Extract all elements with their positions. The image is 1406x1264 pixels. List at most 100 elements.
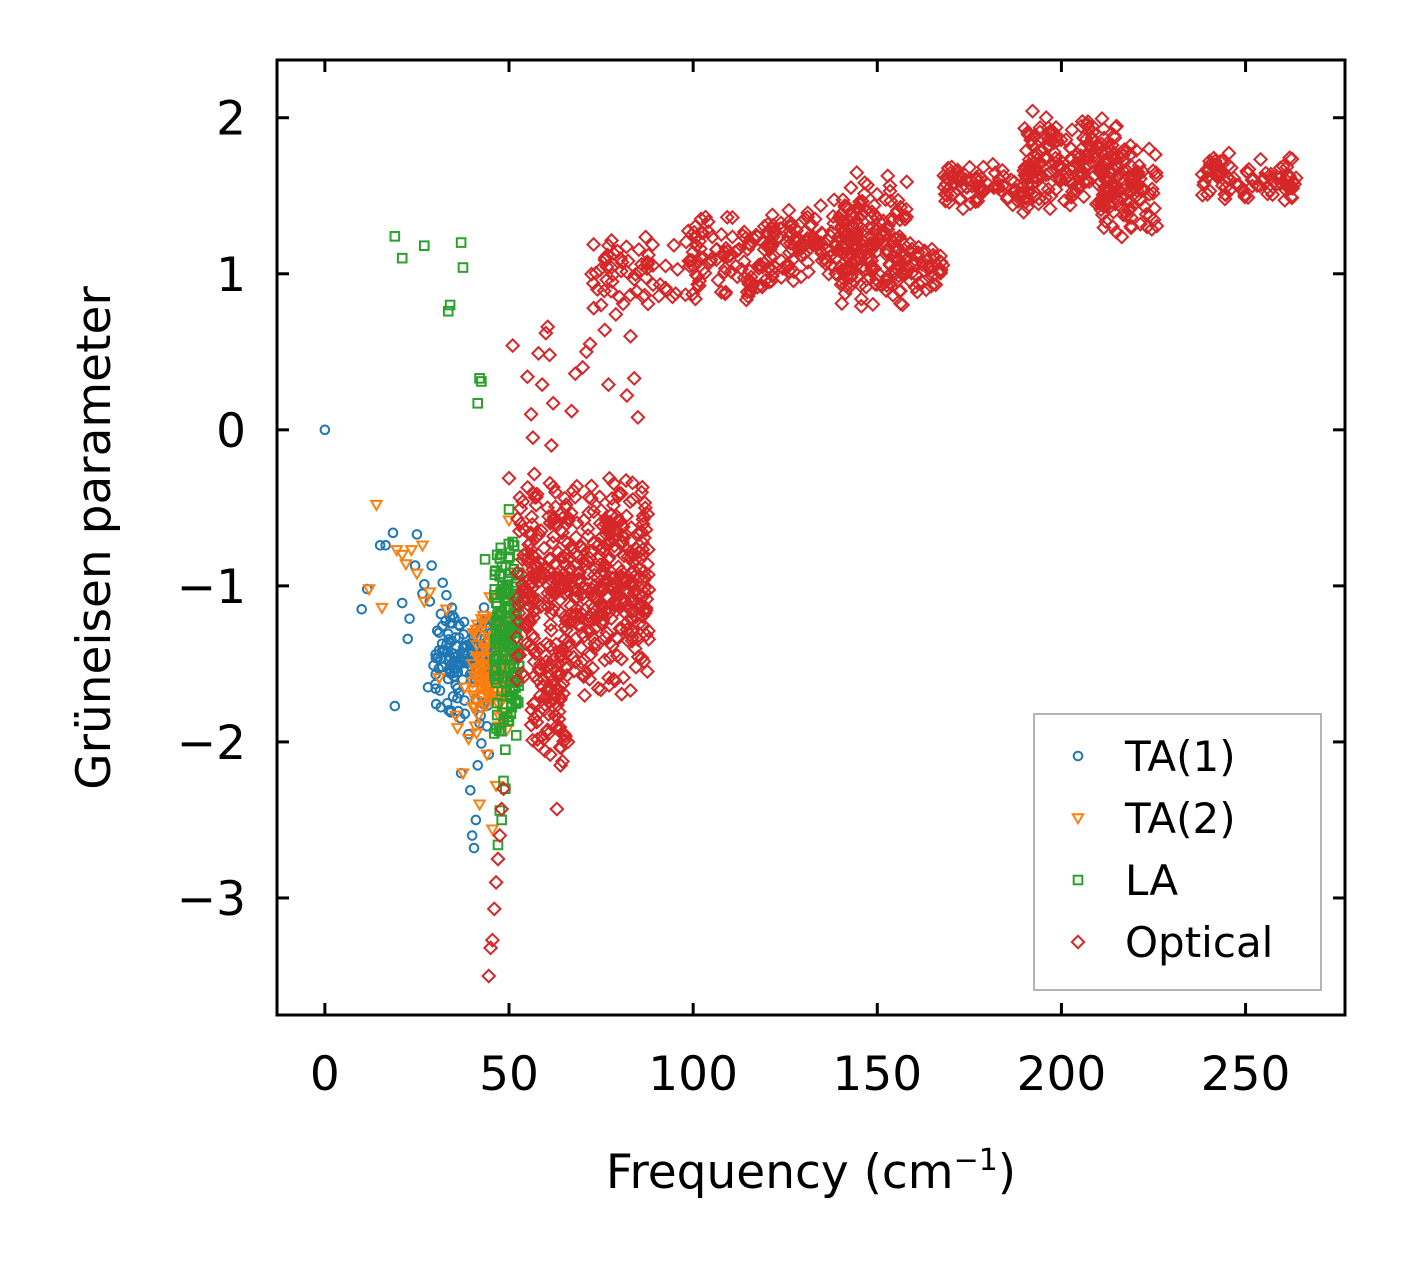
data-point [632, 568, 648, 585]
data-point [619, 387, 635, 404]
data-point [972, 180, 988, 196]
data-point [742, 237, 759, 253]
data-point [489, 664, 501, 676]
data-point [678, 234, 694, 250]
data-point [552, 668, 568, 684]
data-point [953, 191, 969, 207]
data-point [865, 296, 881, 312]
data-point [1252, 151, 1269, 168]
data-point [835, 214, 851, 230]
data-point [624, 475, 641, 491]
data-point [474, 373, 485, 384]
data-point [882, 177, 898, 194]
data-point [522, 577, 538, 594]
data-point [1122, 146, 1139, 163]
data-point [1104, 137, 1120, 153]
data-point [581, 504, 597, 521]
data-point [450, 723, 465, 736]
data-point [1133, 192, 1149, 208]
data-point [630, 409, 646, 425]
data-point [594, 606, 611, 622]
data-point [492, 827, 508, 844]
data-point [882, 257, 898, 273]
data-point [433, 627, 445, 638]
data-point [586, 300, 602, 316]
data-point [567, 607, 584, 623]
data-point [1199, 186, 1216, 202]
data-point [639, 663, 655, 680]
data-point [990, 180, 1006, 196]
data-point [807, 211, 823, 227]
data-point [921, 258, 937, 274]
data-point [892, 199, 909, 215]
data-point [583, 646, 599, 663]
data-point [633, 484, 650, 500]
data-point [1075, 152, 1092, 168]
data-point [762, 259, 778, 276]
data-point [852, 197, 868, 213]
data-point [622, 610, 638, 626]
data-point [389, 700, 401, 712]
data-point [1031, 191, 1047, 207]
data-point [668, 286, 684, 302]
data-point [1249, 177, 1265, 194]
data-point [480, 625, 495, 638]
data-point [793, 241, 809, 257]
data-point [509, 511, 526, 527]
data-point [528, 497, 544, 513]
data-point [513, 516, 529, 532]
data-point [479, 749, 494, 762]
data-point [692, 241, 708, 257]
data-point [729, 242, 746, 259]
data-point [628, 541, 645, 557]
data-point [479, 554, 491, 565]
data-point [541, 347, 558, 363]
data-point [529, 643, 545, 660]
data-point [985, 156, 1001, 172]
data-point [468, 721, 483, 734]
data-point [626, 555, 642, 571]
data-point [561, 510, 577, 526]
data-point [860, 230, 876, 246]
data-point [452, 692, 463, 704]
data-point [645, 257, 661, 274]
data-point [441, 589, 452, 601]
data-point [573, 640, 589, 656]
data-point [750, 279, 766, 295]
data-point [544, 584, 560, 600]
data-point [859, 177, 876, 193]
data-point [628, 609, 644, 625]
data-point [466, 830, 478, 841]
data-point [509, 591, 525, 607]
data-point [547, 586, 563, 602]
data-point [635, 546, 651, 562]
data-point [622, 328, 639, 344]
data-point [541, 590, 558, 607]
x-tick-label: 50 [479, 1047, 539, 1102]
data-point [1206, 150, 1222, 166]
data-point [461, 639, 472, 651]
data-point [1063, 152, 1080, 168]
data-point [1139, 219, 1155, 235]
data-point [756, 255, 772, 272]
data-point [636, 602, 652, 618]
data-point [582, 336, 598, 352]
data-point [902, 235, 918, 252]
data-point [880, 221, 896, 237]
data-point [428, 660, 439, 671]
data-point [760, 216, 776, 232]
data-point [530, 345, 547, 361]
data-point [713, 284, 729, 300]
data-point [1122, 193, 1138, 209]
y-tick-label: 2 [216, 92, 246, 147]
data-point [433, 663, 445, 674]
data-point [554, 525, 571, 541]
data-point [1209, 167, 1225, 183]
data-point [575, 553, 592, 570]
data-point [1264, 187, 1281, 203]
data-point [800, 264, 816, 280]
data-point [637, 500, 653, 516]
data-point [561, 634, 577, 650]
data-point [482, 940, 499, 956]
data-point [580, 528, 596, 544]
